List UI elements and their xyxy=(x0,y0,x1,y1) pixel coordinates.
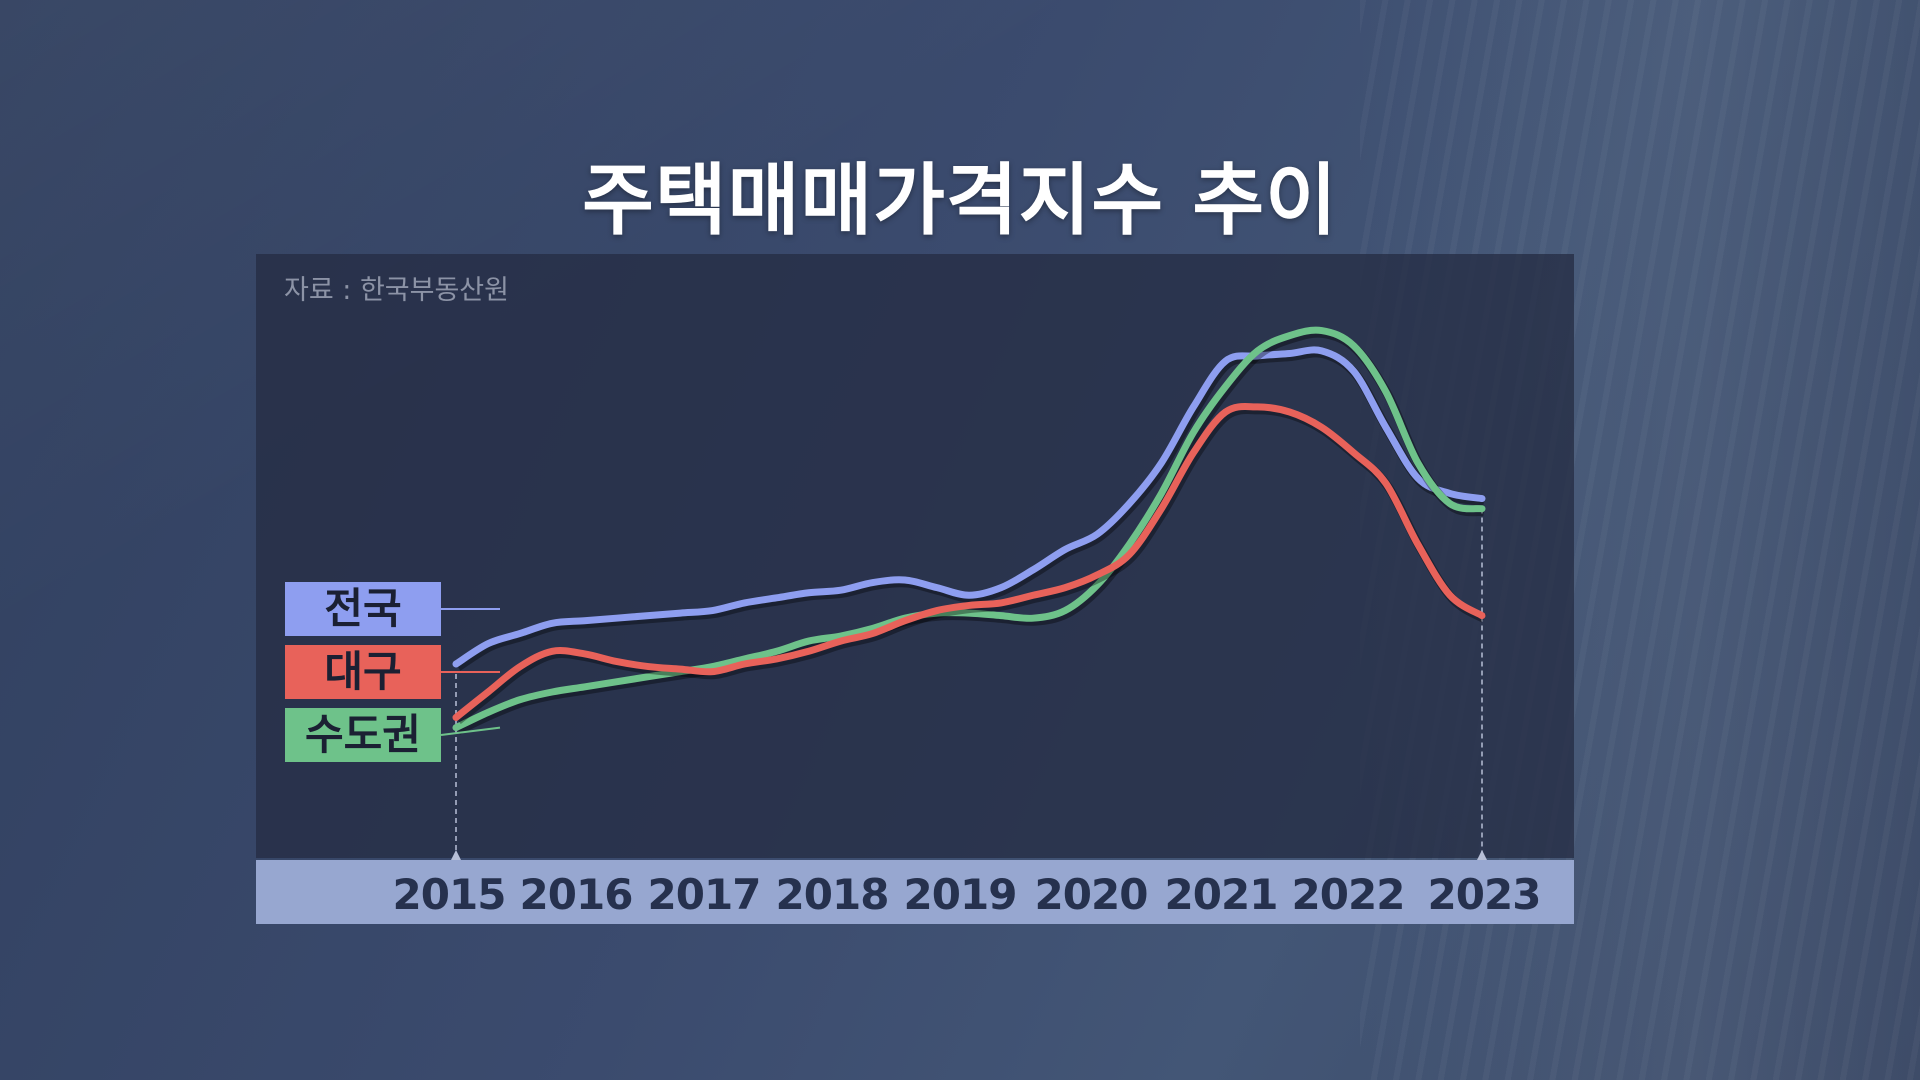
x-tick-label-2017: 2017 xyxy=(647,870,762,919)
source-note: 자료 : 한국부동산원 xyxy=(284,275,509,306)
x-tick-label-2020: 2020 xyxy=(1034,870,1149,919)
legend-item-2: 수도권 xyxy=(285,708,441,762)
chart-title: 주택매매가격지수 추이 xyxy=(582,156,1338,246)
guide-marker-start xyxy=(451,850,461,860)
series-shadow-1 xyxy=(455,405,1487,724)
x-tick-label-2021: 2021 xyxy=(1164,870,1279,919)
x-tick-label-2019: 2019 xyxy=(903,870,1018,919)
series-line-0 xyxy=(452,346,1486,668)
legend-connector-2 xyxy=(440,726,501,736)
legend-item-0: 전국 xyxy=(285,582,441,636)
x-tick-label-2018: 2018 xyxy=(775,870,890,919)
series-line-1 xyxy=(452,403,1486,721)
guide-marker-end xyxy=(1477,850,1487,860)
x-tick-label-2016: 2016 xyxy=(519,870,634,919)
x-axis-bar xyxy=(256,860,1574,924)
series-line-2 xyxy=(452,326,1486,732)
series-shadow-2 xyxy=(456,328,1485,735)
chart-panel xyxy=(256,254,1574,858)
legend-item-1: 대구 xyxy=(285,645,441,699)
x-tick-label-2015: 2015 xyxy=(392,870,507,919)
x-tick-label-2023: 2023 xyxy=(1427,870,1542,919)
x-tick-label-2022: 2022 xyxy=(1291,870,1406,919)
